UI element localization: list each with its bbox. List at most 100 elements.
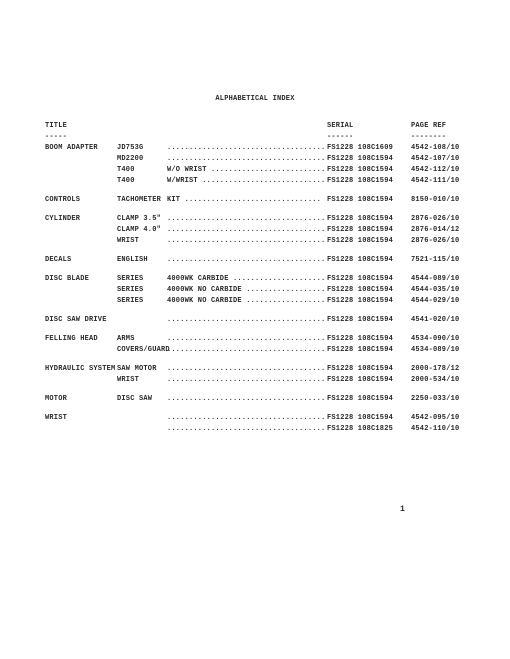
cell-sub: T400 (117, 165, 167, 176)
cell-mid: ........................................… (167, 375, 327, 386)
cell-title: BOOM ADAPTER (45, 143, 117, 154)
cell-mid: ........................................… (167, 424, 327, 435)
table-row: WRIST...................................… (45, 413, 465, 424)
cell-pageref: 2876-026/10 (405, 236, 465, 247)
row-gap (45, 386, 465, 394)
cell-sub: CLAMP 4.0" (117, 225, 167, 236)
col-header-blank (117, 121, 167, 132)
cell-sub: ENGLISH (117, 255, 167, 266)
cell-pageref: 4542-110/10 (405, 424, 465, 435)
cell-sub: SAW MOTOR (117, 364, 167, 375)
cell-sub: CLAMP 3.5" (117, 214, 167, 225)
col-header-title: TITLE (45, 121, 117, 132)
table-row: DISC SAW DRIVE..........................… (45, 315, 465, 326)
table-row: SERIES4000WK NO CARBIDE ................… (45, 296, 465, 307)
cell-title: WRIST (45, 413, 117, 424)
cell-sub: WRIST (117, 236, 167, 247)
table-row: CLAMP 4.0"..............................… (45, 225, 465, 236)
cell-sub: SERIES (117, 274, 167, 285)
table-row: ........................................… (45, 424, 465, 435)
cell-pageref: 4544-089/10 (405, 274, 465, 285)
table-row: MOTORDISC SAW...........................… (45, 394, 465, 405)
cell-mid: 4000WK CARBIDE ..................... (167, 274, 327, 285)
cell-pageref: 4544-035/10 (405, 285, 465, 296)
cell-serial: FS1228 108C1594 (327, 255, 405, 266)
table-row: COVERS/GUARD............................… (45, 345, 465, 356)
index-rows: BOOM ADAPTERJD753G......................… (45, 143, 465, 435)
cell-serial: FS1228 108C1594 (327, 413, 405, 424)
col-header-pageref: PAGE REF (405, 121, 465, 132)
cell-title: FELLING HEAD (45, 334, 117, 345)
cell-serial: FS1228 108C1594 (327, 364, 405, 375)
cell-serial: FS1228 108C1594 (327, 345, 405, 356)
cell-title: MOTOR (45, 394, 117, 405)
table-row: T400W/O WRIST ..........................… (45, 165, 465, 176)
cell-serial: FS1228 108C1594 (327, 225, 405, 236)
cell-pageref: 2000-534/10 (405, 375, 465, 386)
cell-title (45, 285, 117, 296)
cell-serial: FS1228 108C1594 (327, 274, 405, 285)
cell-pageref: 7521-115/10 (405, 255, 465, 266)
cell-mid: ........................................… (167, 315, 327, 326)
table-row: CYLINDERCLAMP 3.5"......................… (45, 214, 465, 225)
cell-pageref: 4542-108/10 (405, 143, 465, 154)
table-row: SERIES4000WK NO CARBIDE ................… (45, 285, 465, 296)
table-row: HYDRAULIC SYSTEMSAW MOTOR...............… (45, 364, 465, 375)
cell-mid: W/WRIST ............................... (167, 176, 327, 187)
cell-mid: ........................................… (167, 214, 327, 225)
cell-serial: FS1228 108C1594 (327, 154, 405, 165)
cell-pageref: 4542-112/10 (405, 165, 465, 176)
cell-serial: FS1228 108C1594 (327, 315, 405, 326)
row-gap (45, 405, 465, 413)
cell-pageref: 4534-090/10 (405, 334, 465, 345)
cell-sub: JD753G (117, 143, 167, 154)
row-gap (45, 247, 465, 255)
cell-mid: ........................................… (167, 334, 327, 345)
row-gap (45, 326, 465, 334)
cell-serial: FS1228 108C1594 (327, 394, 405, 405)
page-container: ALPHABETICAL INDEX TITLE SERIAL PAGE REF… (0, 0, 510, 554)
cell-sub: WRIST (117, 375, 167, 386)
cell-mid: ........................................… (167, 413, 327, 424)
cell-serial: FS1228 108C1594 (327, 176, 405, 187)
cell-sub: COVERS/GUARD (117, 345, 167, 356)
row-gap (45, 307, 465, 315)
cell-title (45, 236, 117, 247)
cell-title (45, 154, 117, 165)
table-row: T400W/WRIST ............................… (45, 176, 465, 187)
cell-pageref: 4541-020/10 (405, 315, 465, 326)
table-row: BOOM ADAPTERJD753G......................… (45, 143, 465, 154)
cell-mid: 4000WK NO CARBIDE ..................... (167, 296, 327, 307)
cell-title (45, 345, 117, 356)
cell-sub: ARMS (117, 334, 167, 345)
table-row: DECALSENGLISH...........................… (45, 255, 465, 266)
cell-pageref: 2250-033/10 (405, 394, 465, 405)
cell-serial: FS1228 108C1594 (327, 296, 405, 307)
row-gap (45, 266, 465, 274)
cell-serial: FS1228 108C1594 (327, 334, 405, 345)
row-gap (45, 356, 465, 364)
cell-sub: T400 (117, 176, 167, 187)
col-underline-pageref: -------- (405, 132, 465, 143)
cell-title: CONTROLS (45, 195, 117, 206)
cell-title (45, 424, 117, 435)
table-row: FELLING HEADARMS........................… (45, 334, 465, 345)
col-header-serial: SERIAL (327, 121, 405, 132)
cell-mid: ........................................… (167, 225, 327, 236)
row-gap (45, 206, 465, 214)
cell-serial: FS1228 108C1594 (327, 285, 405, 296)
cell-pageref: 4542-107/10 (405, 154, 465, 165)
cell-title: DISC BLADE (45, 274, 117, 285)
cell-sub (117, 413, 167, 424)
table-row: WRIST...................................… (45, 375, 465, 386)
cell-pageref: 4542-111/10 (405, 176, 465, 187)
cell-pageref: 4542-095/10 (405, 413, 465, 424)
cell-title (45, 165, 117, 176)
cell-serial: FS1228 108C1594 (327, 195, 405, 206)
cell-title (45, 296, 117, 307)
cell-sub: MD2200 (117, 154, 167, 165)
cell-serial: FS1228 108C1609 (327, 143, 405, 154)
cell-serial: FS1228 108C1825 (327, 424, 405, 435)
cell-serial: FS1228 108C1594 (327, 375, 405, 386)
row-gap (45, 187, 465, 195)
